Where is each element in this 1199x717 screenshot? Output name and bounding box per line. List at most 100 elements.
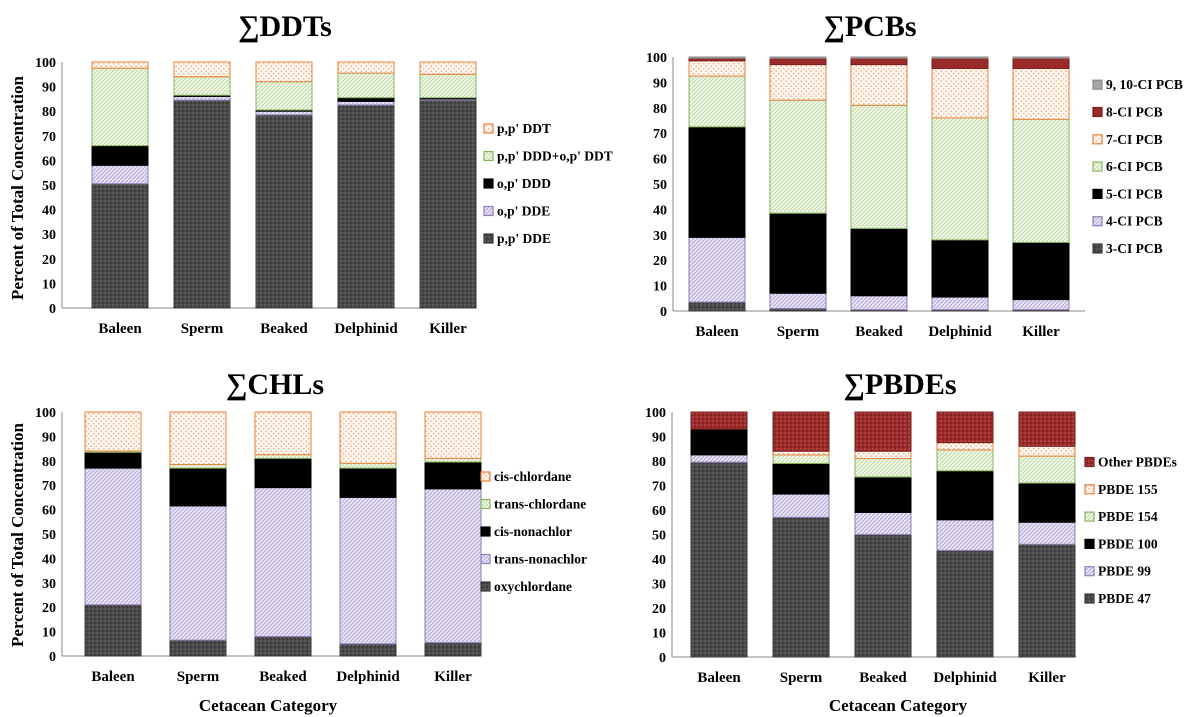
legend-swatch-5-ci-pcb: [1092, 188, 1103, 199]
bar-segment-delphinid-5-ci-pcb: [931, 239, 989, 298]
legend-label-6-ci-pcb: 6-CI PCB: [1106, 159, 1163, 174]
bar-segment-delphinid-trans-chlordane: [339, 462, 397, 469]
bar-segment-beaked-trans-chlordane: [254, 454, 312, 459]
bar-segment-killer-pbde-154: [1018, 455, 1076, 484]
bar-segment-killer-cis-nonachlor: [424, 461, 482, 490]
bar-segment-sperm-trans-nonachlor: [169, 505, 227, 641]
bar-segment-killer-pbde-47: [1018, 543, 1076, 658]
bar-segment-delphinid-other-pbdes: [936, 411, 994, 444]
bar-segment-beaked-trans-nonachlor: [254, 487, 312, 637]
bar-segment-baleen-3-ci-pcb: [688, 301, 746, 312]
bar-segment-delphinid-pbde-99: [936, 519, 994, 551]
y-tick-label: 60: [653, 153, 667, 168]
category-label-delphinid: Delphinid: [334, 321, 398, 337]
category-label-killer: Killer: [1022, 324, 1060, 340]
bar-segment-baleen-p-p-ddt: [91, 61, 149, 69]
category-label-sperm: Sperm: [777, 324, 820, 340]
legend-swatch-cis-nonachlor: [480, 526, 491, 537]
category-label-delphinid: Delphinid: [928, 324, 992, 340]
legend-label-oxychlordane: oxychlordane: [494, 579, 572, 594]
legend-label-3-ci-pcb: 3-CI PCB: [1106, 241, 1163, 256]
bar-segment-killer-cis-chlordane: [424, 411, 482, 459]
legend-swatch-8-ci-pcb: [1092, 106, 1103, 118]
y-tick-label: 0: [49, 302, 56, 317]
category-label-sperm: Sperm: [780, 670, 823, 686]
bar-segment-killer-trans-nonachlor: [424, 488, 482, 644]
chart-title: ∑CHLs: [226, 368, 324, 401]
legend-swatch-pbde-47: [1084, 593, 1095, 604]
legend-swatch-4-ci-pcb: [1092, 216, 1103, 227]
bar-segment-delphinid-cis-nonachlor: [339, 467, 397, 498]
bar-segment-sperm-pbde-47: [772, 516, 830, 658]
bar-segment-sperm-4-ci-pcb: [769, 292, 827, 309]
legend-label-p-p-ddd-o-p-ddt: p,p' DDD+o,p' DDT: [497, 149, 613, 164]
bar-segment-sperm-9-10-ci-pcb: [769, 56, 827, 59]
y-tick-label: 10: [42, 277, 56, 292]
legend-swatch-trans-nonachlor: [480, 553, 491, 565]
legend-swatch-other-pbdes: [1084, 456, 1095, 468]
legend-swatch-p-p-dde: [483, 233, 494, 244]
bar-segment-beaked-pbde-99: [854, 511, 912, 536]
legend-label-pbde-100: PBDE 100: [1098, 536, 1158, 551]
bar-segment-baleen-p-p-ddd-o-p-ddt: [91, 67, 149, 147]
legend-label-pbde-154: PBDE 154: [1098, 509, 1158, 524]
category-label-baleen: Baleen: [91, 669, 135, 685]
y-tick-label: 40: [42, 204, 56, 219]
pbdes-panel: ∑PBDEs 0 10 20 30 40 50 60 70 80 90 100 Baleen Sperm B…: [645, 368, 1177, 686]
bar-segment-sperm-pbde-100: [772, 462, 830, 495]
bar-segment-delphinid-p-p-dde: [337, 104, 395, 309]
y-tick-label: 70: [42, 130, 56, 145]
legend-swatch-6-ci-pcb: [1092, 161, 1103, 172]
y-tick-label: 100: [35, 56, 56, 71]
legend-label-7-ci-pcb: 7-CI PCB: [1106, 132, 1163, 147]
bar-segment-beaked-p-p-dde: [255, 114, 313, 309]
y-tick-label: 90: [42, 81, 56, 96]
bar-segment-baleen-7-ci-pcb: [688, 60, 746, 77]
chls-panel: ∑CHLs 0 10 20 30 40 50 60 70 80 90 100 Baleen Sperm Be…: [35, 368, 587, 685]
bar-segment-sperm-trans-chlordane: [169, 463, 227, 469]
bar-segment-killer-p-p-dde: [419, 99, 477, 309]
legend-swatch-o-p-dde: [483, 205, 494, 217]
bar-segment-sperm-other-pbdes: [772, 411, 830, 452]
y-tick-label: 50: [653, 178, 667, 193]
bar-segment-beaked-pbde-154: [854, 458, 912, 478]
y-tick-label: 50: [42, 528, 56, 543]
bar-segment-beaked-other-pbdes: [854, 411, 912, 452]
y-tick-label: 60: [42, 154, 56, 169]
y-tick-label: 20: [42, 601, 56, 616]
bar-segment-beaked-6-ci-pcb: [850, 104, 908, 229]
legend-label-5-ci-pcb: 5-CI PCB: [1106, 186, 1163, 201]
bar-segment-delphinid-9-10-ci-pcb: [931, 56, 989, 59]
legend-label-9-10-ci-pcb: 9, 10-CI PCB: [1106, 77, 1183, 92]
y-tick-label: 60: [652, 504, 666, 519]
bar-segment-killer-oxychlordane: [424, 642, 482, 657]
y-tick-label: 50: [652, 529, 666, 544]
category-label-beaked: Beaked: [260, 321, 308, 337]
y-tick-label: 40: [653, 203, 667, 218]
bar-segment-delphinid-o-p-ddd: [337, 97, 395, 102]
bar-segment-killer-8-ci-pcb: [1012, 57, 1070, 69]
category-label-delphinid: Delphinid: [336, 669, 400, 685]
legend-swatch-o-p-ddd: [483, 178, 494, 189]
legend-label-trans-nonachlor: trans-nonachlor: [494, 552, 587, 567]
legend-swatch-pbde-154: [1084, 511, 1095, 522]
bar-segment-baleen-pbde-99: [690, 454, 748, 463]
bar-segment-killer-pbde-100: [1018, 482, 1076, 523]
category-label-beaked: Beaked: [855, 324, 903, 340]
y-tick-label: 30: [42, 577, 56, 592]
legend-label-cis-chlordane: cis-chlordane: [494, 469, 571, 484]
category-label-killer: Killer: [434, 669, 472, 685]
legend-swatch-pbde-99: [1084, 566, 1095, 577]
legend-label-other-pbdes: Other PBDEs: [1098, 455, 1177, 470]
y-tick-label: 80: [653, 102, 667, 117]
y-tick-label: 0: [49, 650, 56, 665]
bar-segment-sperm-pbde-155: [772, 450, 830, 456]
y-tick-label: 30: [652, 578, 666, 593]
bar-segment-sperm-cis-chlordane: [169, 411, 227, 465]
bar-segment-beaked-pbde-100: [854, 476, 912, 513]
bar-segment-baleen-oxychlordane: [84, 604, 142, 657]
y-axis-title-bottom: Percent of Total Concentration: [8, 422, 27, 647]
bar-segment-delphinid-pbde-47: [936, 549, 994, 658]
bar-segment-killer-4-ci-pcb: [1012, 299, 1070, 311]
